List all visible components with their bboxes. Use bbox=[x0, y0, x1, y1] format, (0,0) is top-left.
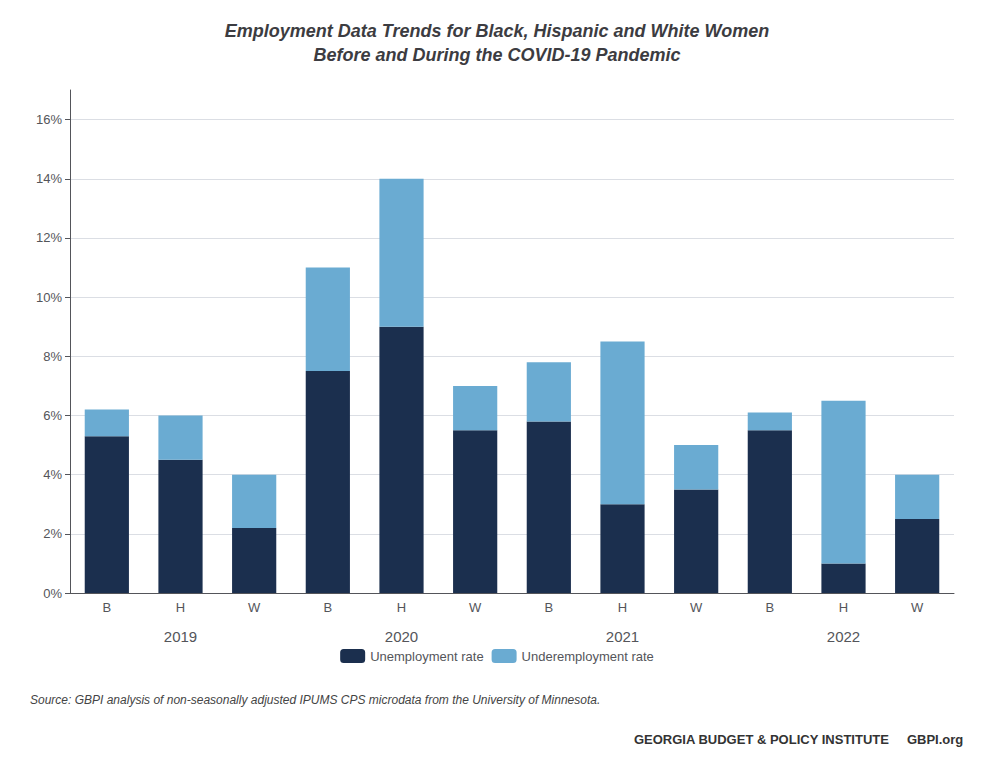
svg-text:B: B bbox=[102, 600, 111, 615]
svg-text:H: H bbox=[397, 600, 406, 615]
svg-text:14%: 14% bbox=[36, 171, 62, 186]
svg-text:GEORGIA BUDGET & POLICY INSTIT: GEORGIA BUDGET & POLICY INSTITUTE GBPI.o… bbox=[634, 732, 963, 747]
svg-text:2021: 2021 bbox=[606, 628, 639, 645]
svg-text:6%: 6% bbox=[43, 408, 62, 423]
svg-text:2019: 2019 bbox=[164, 628, 197, 645]
svg-text:2%: 2% bbox=[43, 526, 62, 541]
svg-text:8%: 8% bbox=[43, 349, 62, 364]
svg-text:B: B bbox=[544, 600, 553, 615]
svg-text:H: H bbox=[618, 600, 627, 615]
svg-text:Underemployment rate: Underemployment rate bbox=[522, 649, 654, 664]
svg-text:2020: 2020 bbox=[385, 628, 418, 645]
svg-text:Employment Data Trends for Bla: Employment Data Trends for Black, Hispan… bbox=[225, 21, 769, 41]
svg-text:0%: 0% bbox=[43, 586, 62, 601]
svg-text:10%: 10% bbox=[36, 290, 62, 305]
svg-text:W: W bbox=[248, 600, 261, 615]
svg-text:2022: 2022 bbox=[827, 628, 860, 645]
svg-text:W: W bbox=[469, 600, 482, 615]
svg-text:H: H bbox=[839, 600, 848, 615]
svg-text:Source: GBPI analysis of non-s: Source: GBPI analysis of non-seasonally … bbox=[30, 693, 600, 707]
svg-text:Before and During the COVID-19: Before and During the COVID-19 Pandemic bbox=[313, 45, 680, 65]
svg-text:12%: 12% bbox=[36, 230, 62, 245]
svg-text:16%: 16% bbox=[36, 112, 62, 127]
svg-text:B: B bbox=[765, 600, 774, 615]
svg-text:Unemployment rate: Unemployment rate bbox=[370, 649, 483, 664]
svg-text:W: W bbox=[911, 600, 924, 615]
svg-text:B: B bbox=[323, 600, 332, 615]
svg-text:H: H bbox=[176, 600, 185, 615]
svg-text:W: W bbox=[690, 600, 703, 615]
svg-text:4%: 4% bbox=[43, 467, 62, 482]
